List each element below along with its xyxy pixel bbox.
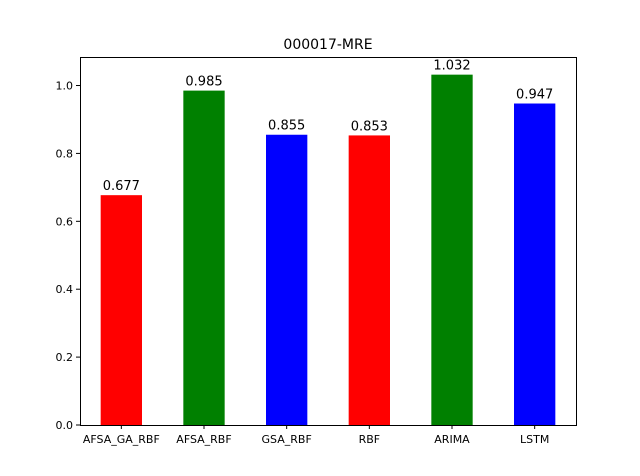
y-axis: 0.0 0.2 0.4 0.6 0.8 1.0 [56,80,80,432]
chart-title: 000017-MRE [283,37,372,53]
data-label: 0.985 [185,75,222,90]
x-tick-label: GSA_RBF [262,433,312,446]
x-tick-label: LSTM [520,433,549,446]
data-label: 0.677 [103,179,140,194]
y-tick-label: 0.4 [56,283,74,296]
bar-lstm [514,103,556,426]
y-tick-label: 0.6 [56,215,74,228]
x-axis: AFSA_GA_RBF AFSA_RBF GSA_RBF RBF ARIMA LSTM [83,425,549,446]
bar-arima [431,74,473,425]
plot-frame [80,57,577,426]
x-tick-label: AFSA_RBF [176,433,231,446]
bars: 0.677 0.985 0.855 0.853 1.032 0.947 [100,59,556,426]
bar-afsa-ga-rbf [100,195,142,425]
data-label: 0.853 [351,119,388,134]
bar-gsa-rbf [266,134,308,425]
x-tick-label: RBF [359,433,381,446]
x-tick-label: ARIMA [434,433,470,446]
y-tick-label: 1.0 [56,80,74,93]
y-tick-label: 0.2 [56,351,74,364]
bar-rbf [348,135,390,426]
y-tick-label: 0.8 [56,147,74,160]
data-label: 0.855 [268,119,305,134]
y-tick-label: 0.0 [56,419,74,432]
x-tick-label: AFSA_GA_RBF [83,433,160,446]
bar-afsa-rbf [183,90,225,425]
data-label: 0.947 [516,88,553,103]
data-label: 1.032 [433,59,470,74]
